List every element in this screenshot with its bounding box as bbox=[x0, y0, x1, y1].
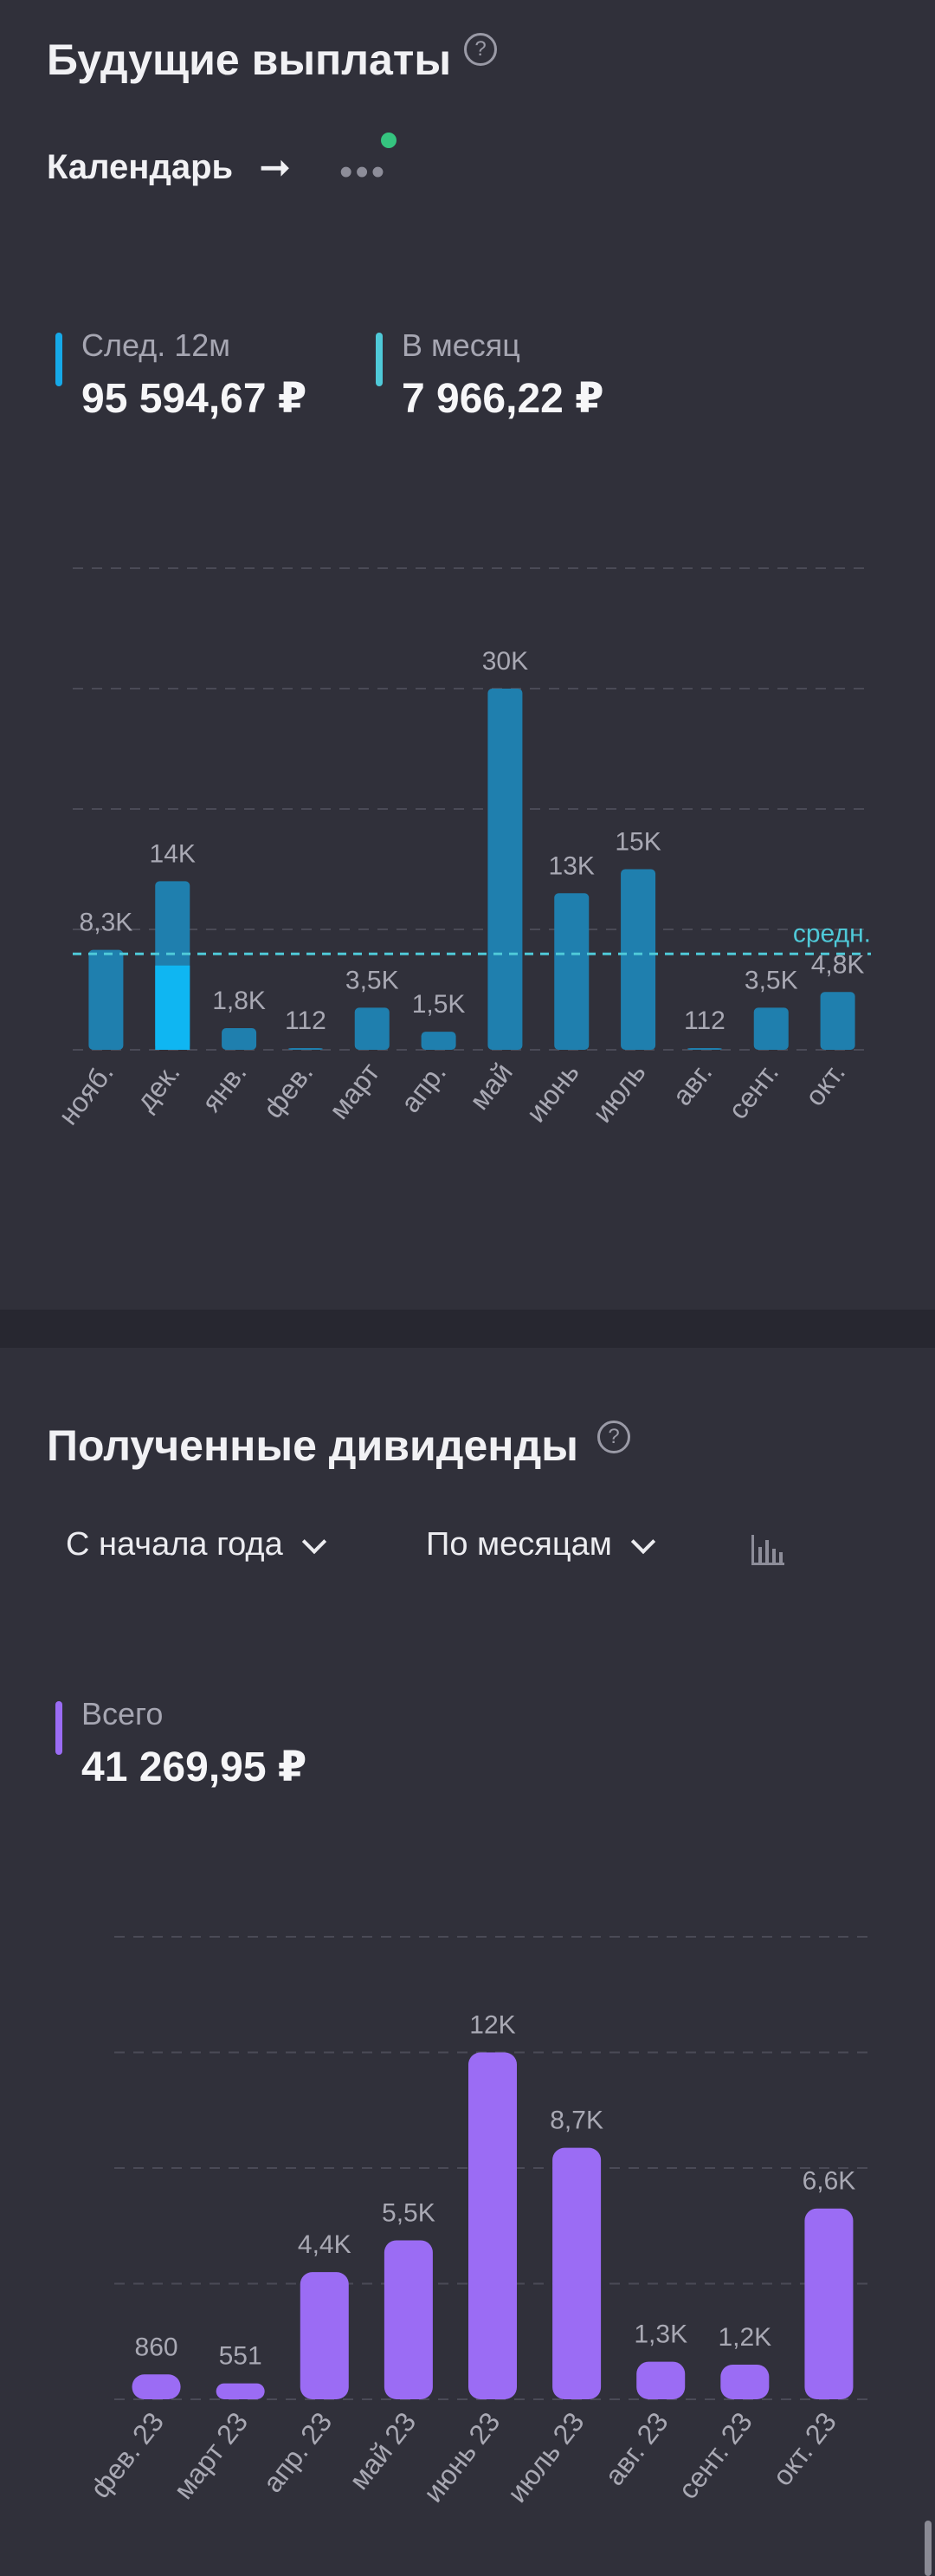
chart-bar bbox=[753, 1007, 789, 1050]
bar-value-label: 8,3K bbox=[80, 909, 133, 937]
more-dots-icon[interactable]: ••• bbox=[339, 151, 388, 193]
bar-value-label: 30K bbox=[482, 647, 528, 676]
received-dividends-section: Полученные дивиденды ? С начала года По … bbox=[0, 1348, 935, 2576]
x-tick-label: сент. 23 bbox=[672, 2406, 758, 2505]
stat-label: В месяц bbox=[402, 327, 520, 363]
x-tick-label: окт. bbox=[799, 1057, 851, 1111]
bar-value-label: 6,6K bbox=[803, 2167, 856, 2196]
stat-label: Всего bbox=[81, 1696, 164, 1731]
notification-dot bbox=[381, 133, 397, 148]
question-circle-icon[interactable]: ? bbox=[597, 1421, 630, 1453]
bar-value-label: 551 bbox=[219, 2342, 262, 2371]
chart-bar bbox=[621, 869, 656, 1050]
chart-bar bbox=[804, 2208, 854, 2399]
future-payments-section: Будущие выплаты ? Календарь ➞ ••• След. … bbox=[47, 33, 871, 1131]
bar-value-label: 112 bbox=[285, 1006, 326, 1035]
x-tick-label: фев. 23 bbox=[84, 2406, 170, 2503]
bar-value-label: 112 bbox=[684, 1006, 725, 1035]
x-tick-label: май 23 bbox=[343, 2406, 422, 2495]
question-circle-icon[interactable]: ? bbox=[464, 33, 497, 66]
chart-bar bbox=[820, 992, 855, 1050]
x-tick-label: июнь 23 bbox=[417, 2406, 506, 2508]
x-tick-label: дек. bbox=[130, 1057, 186, 1116]
x-tick-label: фев. bbox=[257, 1057, 319, 1123]
bar-value-label: 1,5K bbox=[412, 990, 466, 1019]
scrollbar[interactable] bbox=[925, 2521, 932, 2576]
x-tick-label: янв. bbox=[196, 1057, 253, 1117]
x-tick-label: нояб. bbox=[52, 1057, 119, 1130]
chevron-down-icon bbox=[630, 1529, 656, 1554]
chart-bar bbox=[468, 2052, 517, 2399]
x-tick-label: июль 23 bbox=[501, 2406, 590, 2508]
future-payments-chart: 8,3K нояб. 14K дек. 1,8K янв. 112 фев. 3,5K март 1… bbox=[52, 567, 871, 1130]
x-tick-label: апр. bbox=[395, 1057, 452, 1118]
received-dividends-chart: 860 фев. 23 551 март 23 4,4K апр. 23 5,5K май 2… bbox=[84, 1936, 871, 2508]
chart-bar bbox=[421, 1032, 456, 1050]
chart-bar bbox=[216, 2383, 265, 2399]
future-payments-title: Будущие выплаты bbox=[47, 36, 452, 84]
chart-bar-highlight bbox=[155, 965, 190, 1050]
chart-bar bbox=[88, 949, 124, 1050]
grouping-dropdown[interactable]: По месяцам bbox=[426, 1526, 656, 1563]
chart-bar bbox=[384, 2240, 433, 2399]
chart-bar bbox=[554, 893, 590, 1050]
x-tick-label: авг. 23 bbox=[598, 2406, 674, 2491]
x-tick-label: июль bbox=[586, 1057, 651, 1128]
x-tick-label: сент. bbox=[722, 1057, 784, 1124]
bar-value-label: 14K bbox=[150, 839, 196, 868]
chart-bar bbox=[354, 1007, 390, 1050]
chart-bar bbox=[687, 1048, 722, 1050]
stat-value: 95 594,67 ₽ bbox=[81, 376, 307, 422]
bar-value-label: 3,5K bbox=[745, 966, 798, 994]
bar-value-label: 8,7K bbox=[550, 2107, 603, 2135]
period-dropdown-value: С начала года bbox=[66, 1526, 283, 1563]
calendar-link[interactable]: Календарь ➞ bbox=[47, 146, 291, 190]
bar-value-label: 12K bbox=[469, 2011, 515, 2040]
grouping-dropdown-value: По месяцам bbox=[426, 1526, 612, 1563]
arrow-right-icon: ➞ bbox=[259, 146, 291, 189]
bar-value-label: 4,4K bbox=[298, 2230, 351, 2259]
chart-bar bbox=[487, 689, 523, 1050]
stat-color-bar bbox=[55, 1701, 62, 1755]
stat-color-bar bbox=[376, 333, 383, 386]
chart-bar bbox=[222, 1027, 257, 1050]
stat-color-bar bbox=[55, 333, 62, 386]
period-dropdown[interactable]: С начала года bbox=[66, 1526, 326, 1563]
bar-value-label: 13K bbox=[549, 851, 595, 880]
bar-value-label: 1,3K bbox=[634, 2320, 687, 2349]
calendar-link-label: Календарь bbox=[47, 148, 234, 186]
stat-label: След. 12м bbox=[81, 327, 231, 363]
x-tick-label: авг. bbox=[666, 1057, 718, 1111]
chart-bar bbox=[636, 2361, 686, 2399]
chart-bar bbox=[720, 2364, 770, 2399]
chart-bar bbox=[287, 1048, 323, 1050]
x-tick-label: март 23 bbox=[167, 2406, 254, 2505]
received-dividends-title: Полученные дивиденды bbox=[47, 1421, 578, 1470]
bar-chart-icon[interactable] bbox=[750, 1530, 786, 1566]
chart-bar bbox=[132, 2374, 181, 2399]
bar-value-label: 4,8K bbox=[811, 950, 865, 979]
x-tick-label: март bbox=[323, 1057, 386, 1125]
chart-bar bbox=[552, 2147, 602, 2399]
bar-value-label: 15K bbox=[615, 828, 661, 857]
stat-value: 41 269,95 ₽ bbox=[81, 1744, 307, 1790]
x-tick-label: июнь bbox=[519, 1057, 584, 1128]
average-label: средн. bbox=[793, 919, 871, 948]
x-tick-label: апр. 23 bbox=[256, 2406, 338, 2498]
chevron-down-icon bbox=[301, 1529, 326, 1554]
bar-value-label: 1,8K bbox=[212, 987, 266, 1015]
x-tick-label: май bbox=[463, 1057, 519, 1116]
chart-bar bbox=[300, 2272, 349, 2399]
section-divider bbox=[0, 1310, 935, 1348]
bar-value-label: 1,2K bbox=[718, 2323, 771, 2352]
x-tick-label: окт. 23 bbox=[766, 2406, 842, 2491]
bar-value-label: 5,5K bbox=[382, 2198, 435, 2227]
bar-value-label: 860 bbox=[135, 2333, 178, 2361]
stat-value: 7 966,22 ₽ bbox=[402, 376, 604, 422]
bar-value-label: 3,5K bbox=[345, 966, 399, 994]
